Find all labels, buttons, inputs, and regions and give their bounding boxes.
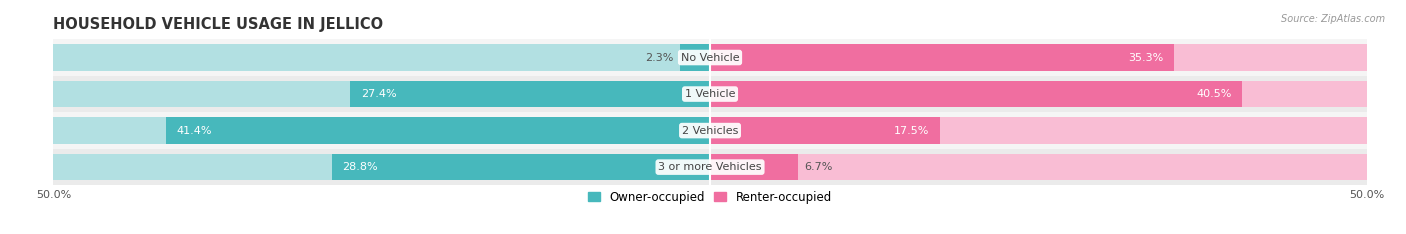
Text: 3 or more Vehicles: 3 or more Vehicles — [658, 162, 762, 172]
Bar — [710, 154, 799, 180]
Bar — [166, 117, 710, 144]
Text: HOUSEHOLD VEHICLE USAGE IN JELLICO: HOUSEHOLD VEHICLE USAGE IN JELLICO — [53, 17, 384, 32]
Bar — [53, 117, 710, 144]
Bar — [53, 76, 1367, 112]
Bar — [710, 117, 1367, 144]
Bar — [710, 81, 1367, 107]
Bar — [53, 39, 1367, 76]
Text: 35.3%: 35.3% — [1128, 52, 1163, 62]
Bar — [710, 117, 939, 144]
Bar — [710, 44, 1174, 71]
Text: 2 Vehicles: 2 Vehicles — [682, 126, 738, 135]
Text: 6.7%: 6.7% — [804, 162, 832, 172]
Bar — [710, 81, 1241, 107]
Bar — [53, 154, 710, 180]
Bar — [53, 44, 710, 71]
Text: 28.8%: 28.8% — [342, 162, 378, 172]
Bar — [332, 154, 710, 180]
Text: 27.4%: 27.4% — [361, 89, 396, 99]
Bar — [53, 149, 1367, 185]
Bar — [681, 44, 710, 71]
Bar — [710, 154, 1367, 180]
Bar — [350, 81, 710, 107]
Text: Source: ZipAtlas.com: Source: ZipAtlas.com — [1281, 14, 1385, 24]
Text: 1 Vehicle: 1 Vehicle — [685, 89, 735, 99]
Bar — [53, 81, 710, 107]
Text: 17.5%: 17.5% — [894, 126, 929, 135]
Legend: Owner-occupied, Renter-occupied: Owner-occupied, Renter-occupied — [588, 191, 832, 204]
Bar — [53, 112, 1367, 149]
Text: 40.5%: 40.5% — [1197, 89, 1232, 99]
Bar — [710, 44, 1367, 71]
Text: 2.3%: 2.3% — [645, 52, 673, 62]
Text: No Vehicle: No Vehicle — [681, 52, 740, 62]
Text: 41.4%: 41.4% — [177, 126, 212, 135]
